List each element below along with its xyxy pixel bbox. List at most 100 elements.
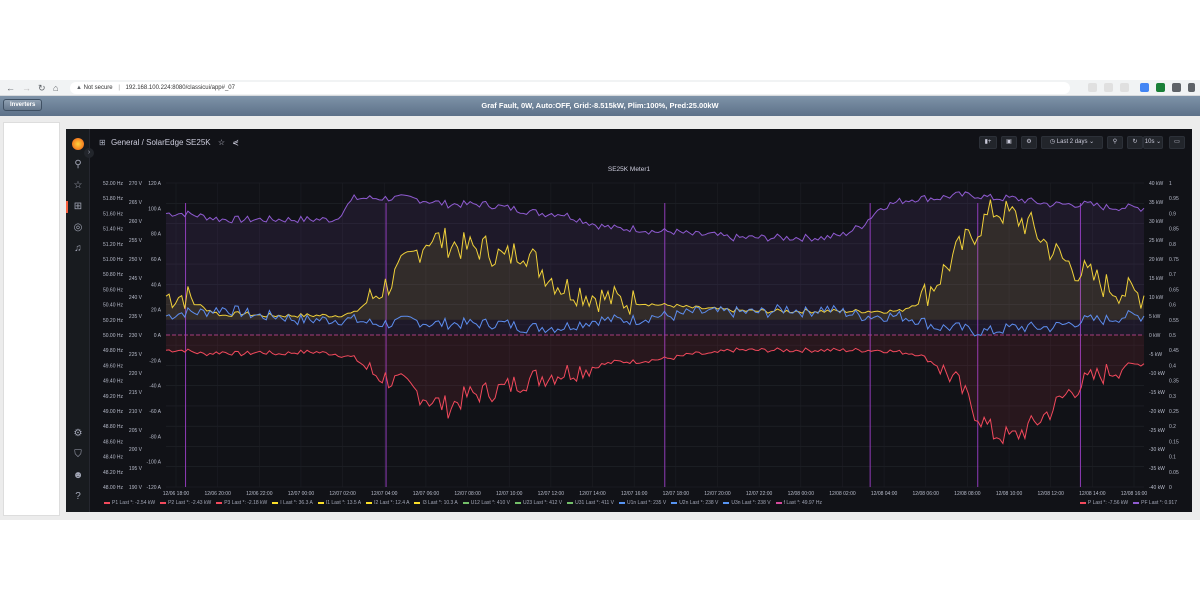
settings-gear-icon[interactable]: ⚙	[73, 428, 83, 439]
zoom-icon[interactable]	[1088, 83, 1097, 92]
time-range-picker[interactable]: ◷ Last 2 days ⌄	[1041, 136, 1103, 149]
legend-item-U31[interactable]: U31 Last *: 411 V	[567, 500, 614, 506]
starred-icon[interactable]: ☆	[73, 180, 83, 191]
share-icon[interactable]	[1104, 83, 1113, 92]
legend-swatch	[366, 501, 373, 504]
hz-tick-10: 50.00 Hz	[103, 333, 124, 339]
dashboards-icon[interactable]: ⊞	[73, 201, 83, 212]
x-axis: 12/06 18:00 12/06 20:00 12/06 22:00 12/07 0…	[163, 491, 1148, 497]
legend-item-PF[interactable]: PF Last *: 0.917	[1133, 500, 1177, 506]
legend-item-P[interactable]: P Last *: -7.56 kW	[1079, 500, 1129, 506]
x-tick-2: 12/06 22:00	[246, 491, 273, 497]
v-tick-5: 245 V	[129, 276, 143, 282]
save-icon[interactable]: ▣	[1001, 136, 1017, 149]
hz-tick-13: 49.40 Hz	[103, 379, 124, 385]
series-I-line	[165, 199, 1145, 318]
dashboard-settings-icon[interactable]: ⚙	[1021, 136, 1037, 149]
search-icon[interactable]: ⚲	[74, 159, 82, 170]
refresh-interval-picker[interactable]: 10s ⌄	[1143, 136, 1163, 149]
pf-tick-1: 0.95	[1169, 196, 1179, 202]
legend-item-P2[interactable]: P2 Last *: -2.43 kW	[160, 500, 211, 506]
x-tick-9: 12/07 12:00	[538, 491, 565, 497]
series-P-line	[165, 347, 1145, 445]
side-panel-icon[interactable]	[1188, 83, 1195, 92]
shield-icon[interactable]: ⛉	[74, 449, 82, 460]
legend-item-U2n[interactable]: U2n Last *: 238 V	[671, 500, 718, 506]
v-tick-13: 205 V	[129, 428, 143, 434]
hz-tick-17: 48.60 Hz	[103, 439, 124, 445]
legend-last-value: Last *: -7.56 kW	[1092, 500, 1129, 506]
pf-tick-17: 0.15	[1169, 439, 1179, 445]
home-icon[interactable]: ⌂	[53, 83, 59, 93]
extensions-puzzle-icon[interactable]	[1172, 83, 1181, 92]
forward-icon[interactable]: →	[22, 83, 31, 93]
extension-translate-icon[interactable]	[1140, 83, 1149, 92]
pf-tick-12: 0.4	[1169, 363, 1176, 369]
refresh-icon[interactable]: ↻	[1127, 136, 1143, 149]
legend-item-I3[interactable]: I3 Last *: 10.3 A	[414, 500, 458, 506]
legend-item-f[interactable]: f Last *: 49.97 Hz	[775, 500, 822, 506]
hz-tick-11: 49.80 Hz	[103, 348, 124, 354]
legend-last-value: Last *: 10.3 A	[428, 500, 458, 506]
legend-item-I1[interactable]: I1 Last *: 13.5 A	[317, 500, 361, 506]
legend-name: U23	[522, 500, 534, 506]
legend-item-U12[interactable]: U12 Last *: 410 V	[462, 500, 510, 506]
kw-tick-0: 40 kW	[1149, 181, 1163, 187]
hz-tick-5: 51.00 Hz	[103, 257, 124, 263]
back-icon[interactable]: ←	[6, 83, 15, 93]
breadcrumb-folder[interactable]: General	[110, 138, 140, 147]
kw-tick-8: 0 kW	[1149, 333, 1161, 339]
legend-item-U1n[interactable]: U1n Last *: 235 V	[618, 500, 666, 506]
chevron-down-icon: ⌄	[1156, 139, 1162, 145]
share-icon[interactable]: ⋞	[232, 138, 239, 147]
clock-icon: ◷	[1049, 139, 1056, 145]
x-tick-12: 12/07 18:00	[663, 491, 690, 497]
legend-item-I[interactable]: I Last *: 36.3 A	[272, 500, 313, 506]
y-axis-hz: 52.00 Hz 51.80 Hz 51.60 Hz 51.40 Hz 51.20 Hz…	[103, 181, 124, 491]
timeseries-chart[interactable]: 52.00 Hz 51.80 Hz 51.60 Hz 51.40 Hz 51.20 Hz…	[66, 179, 1192, 497]
address-bar[interactable]: ▲ Not secure | 192.168.100.224:8080/clas…	[70, 82, 1070, 94]
x-tick-20: 12/08 10:00	[996, 491, 1023, 497]
legend-swatch	[671, 501, 678, 504]
kw-tick-6: 10 kW	[1149, 295, 1163, 301]
legend-name: P3	[224, 500, 232, 506]
v-tick-9: 225 V	[129, 352, 143, 358]
extension-shield-icon[interactable]	[1156, 83, 1165, 92]
legend-item-P3[interactable]: P3 Last *: -2.18 kW	[216, 500, 267, 506]
legend-item-P1[interactable]: P1 Last *: -2.54 kW	[104, 500, 155, 506]
grafana-logo-icon[interactable]	[72, 138, 84, 150]
legend-item-U3n[interactable]: U3n Last *: 238 V	[723, 500, 771, 506]
kw-tick-10: -10 kW	[1149, 371, 1165, 377]
tv-mode-icon[interactable]: ▭	[1169, 136, 1185, 149]
v-tick-11: 215 V	[129, 390, 143, 396]
explore-icon[interactable]: ◎	[73, 222, 83, 233]
user-avatar-icon[interactable]: ☻	[72, 470, 84, 481]
add-panel-icon[interactable]: ▮+	[979, 136, 997, 149]
legend-item-U23[interactable]: U23 Last *: 412 V	[514, 500, 562, 506]
dashboards-grid-icon: ⊞	[99, 138, 106, 147]
expand-sidebar-icon[interactable]: ›	[84, 148, 94, 158]
dashboard-title[interactable]: SolarEdge SE25K	[146, 138, 211, 147]
star-icon[interactable]: ☆	[217, 138, 226, 147]
legend-name: I3	[422, 500, 428, 506]
a-tick-7: -20 A	[149, 358, 161, 364]
panel-title[interactable]: SE25K Meter1	[607, 166, 651, 173]
a-tick-5: 20 A	[151, 308, 162, 314]
zoom-out-icon[interactable]: ⚲	[1107, 136, 1123, 149]
alerting-icon[interactable]: ♫	[74, 243, 82, 254]
kw-tick-2: 30 kW	[1149, 219, 1163, 225]
pf-tick-11: 0.45	[1169, 348, 1179, 354]
reload-icon[interactable]: ↻	[38, 83, 46, 93]
pf-tick-19: 0.05	[1169, 470, 1179, 476]
left-panel	[3, 122, 60, 516]
v-tick-4: 250 V	[129, 257, 143, 263]
hz-tick-1: 51.80 Hz	[103, 196, 124, 202]
legend-last-value: Last *: 49.97 Hz	[786, 500, 822, 506]
y-axis-volts: 270 V 265 V 260 V 255 V 250 V 245 V 240 V 235 V…	[129, 181, 143, 491]
bookmark-star-icon[interactable]	[1120, 83, 1129, 92]
x-tick-10: 12/07 14:00	[579, 491, 606, 497]
legend-item-I2[interactable]: I2 Last *: 12.4 A	[366, 500, 409, 506]
help-icon[interactable]: ?	[75, 491, 81, 502]
inverters-button[interactable]: Inverters	[3, 99, 43, 111]
v-tick-3: 255 V	[129, 238, 143, 244]
